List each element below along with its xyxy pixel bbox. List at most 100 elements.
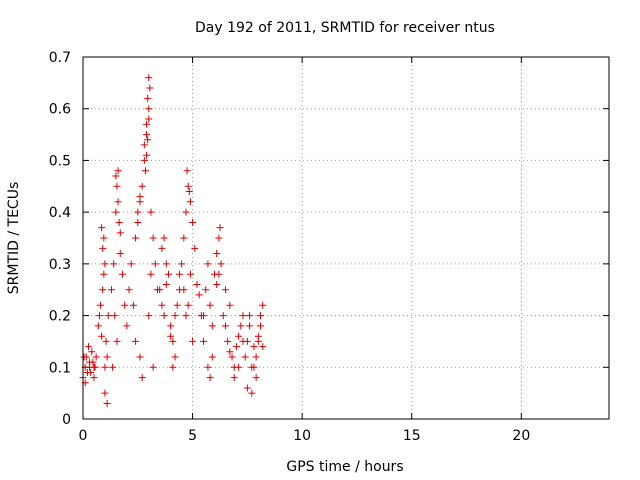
data-point: [147, 208, 155, 216]
data-point: [98, 332, 106, 340]
data-point: [99, 244, 107, 252]
data-point: [111, 312, 119, 320]
data-point: [215, 234, 223, 242]
data-point: [86, 363, 94, 371]
data-point: [184, 301, 192, 309]
data-point: [129, 301, 137, 309]
data-point: [114, 198, 122, 206]
data-point: [182, 312, 190, 320]
data-point: [118, 270, 126, 278]
data-point: [202, 286, 210, 294]
data-point: [206, 374, 214, 382]
data-point: [98, 224, 106, 232]
data-point: [102, 337, 110, 345]
data-point: [145, 74, 153, 82]
data-point: [95, 312, 103, 320]
data-point: [180, 286, 188, 294]
axis-ticks: 0 5 10 15 20 0 0.1 0.2 0.3 0.4 0.5 0.6 0.7: [49, 50, 610, 444]
data-point: [252, 374, 260, 382]
data-point: [160, 234, 168, 242]
data-point: [115, 218, 123, 226]
x-tick-label: 20: [512, 428, 530, 444]
data-point: [94, 322, 102, 330]
data-point: [204, 363, 212, 371]
data-point: [143, 120, 151, 128]
data-point: [113, 337, 121, 345]
data-point: [101, 363, 109, 371]
data-point: [259, 343, 267, 351]
y-tick-label: 0.1: [49, 360, 71, 376]
data-point: [127, 260, 135, 268]
data-point: [140, 141, 148, 149]
data-point: [219, 312, 227, 320]
data-point: [90, 374, 98, 382]
data-point: [125, 286, 133, 294]
data-point: [158, 244, 166, 252]
data-point: [114, 167, 122, 175]
data-point: [171, 353, 179, 361]
data-point: [189, 337, 197, 345]
data-point: [80, 353, 88, 361]
data-point: [103, 399, 111, 407]
data-point: [185, 187, 193, 195]
data-point: [178, 260, 186, 268]
data-point: [213, 281, 221, 289]
data-point: [162, 281, 170, 289]
data-point: [134, 208, 142, 216]
data-point: [144, 136, 152, 144]
data-point: [134, 218, 142, 226]
data-point: [88, 348, 96, 356]
data-point: [110, 260, 118, 268]
data-point: [243, 337, 251, 345]
data-point: [167, 322, 175, 330]
data-point: [167, 332, 175, 340]
data-point: [173, 301, 181, 309]
data-point: [182, 208, 190, 216]
data-point: [112, 172, 120, 180]
data-point: [147, 270, 155, 278]
data-point: [186, 270, 194, 278]
data-point: [158, 301, 166, 309]
data-point: [200, 312, 208, 320]
x-tick-label: 15: [403, 428, 421, 444]
data-point: [162, 260, 170, 268]
data-point: [132, 337, 140, 345]
data-point: [143, 151, 151, 159]
data-point: [221, 322, 229, 330]
data-point: [235, 332, 243, 340]
data-point: [149, 363, 157, 371]
data-point: [189, 218, 197, 226]
data-point: [230, 374, 238, 382]
data-point: [200, 337, 208, 345]
data-point: [121, 301, 129, 309]
y-axis-label: SRMTID / TECUs: [6, 182, 22, 295]
data-point: [132, 234, 140, 242]
data-point: [97, 301, 105, 309]
data-point: [237, 322, 245, 330]
data-point: [149, 234, 157, 242]
data-point: [171, 312, 179, 320]
data-point: [138, 374, 146, 382]
data-point: [226, 348, 234, 356]
data-point: [239, 312, 247, 320]
data-point: [145, 115, 153, 123]
data-point: [101, 389, 109, 397]
chart-title: Day 192 of 2011, SRMTID for receiver ntu…: [195, 20, 495, 36]
data-point: [151, 260, 159, 268]
data-point: [140, 156, 148, 164]
data-point: [87, 368, 95, 376]
data-point: [116, 229, 124, 237]
y-tick-label: 0.3: [49, 257, 71, 273]
data-point: [183, 167, 191, 175]
data-point: [250, 363, 258, 371]
grid: [83, 57, 609, 419]
data-point: [175, 270, 183, 278]
data-point: [109, 363, 117, 371]
data-point: [257, 312, 265, 320]
data-point: [184, 182, 192, 190]
data-point: [235, 363, 243, 371]
data-point: [180, 234, 188, 242]
data-point: [217, 260, 225, 268]
data-point: [145, 312, 153, 320]
